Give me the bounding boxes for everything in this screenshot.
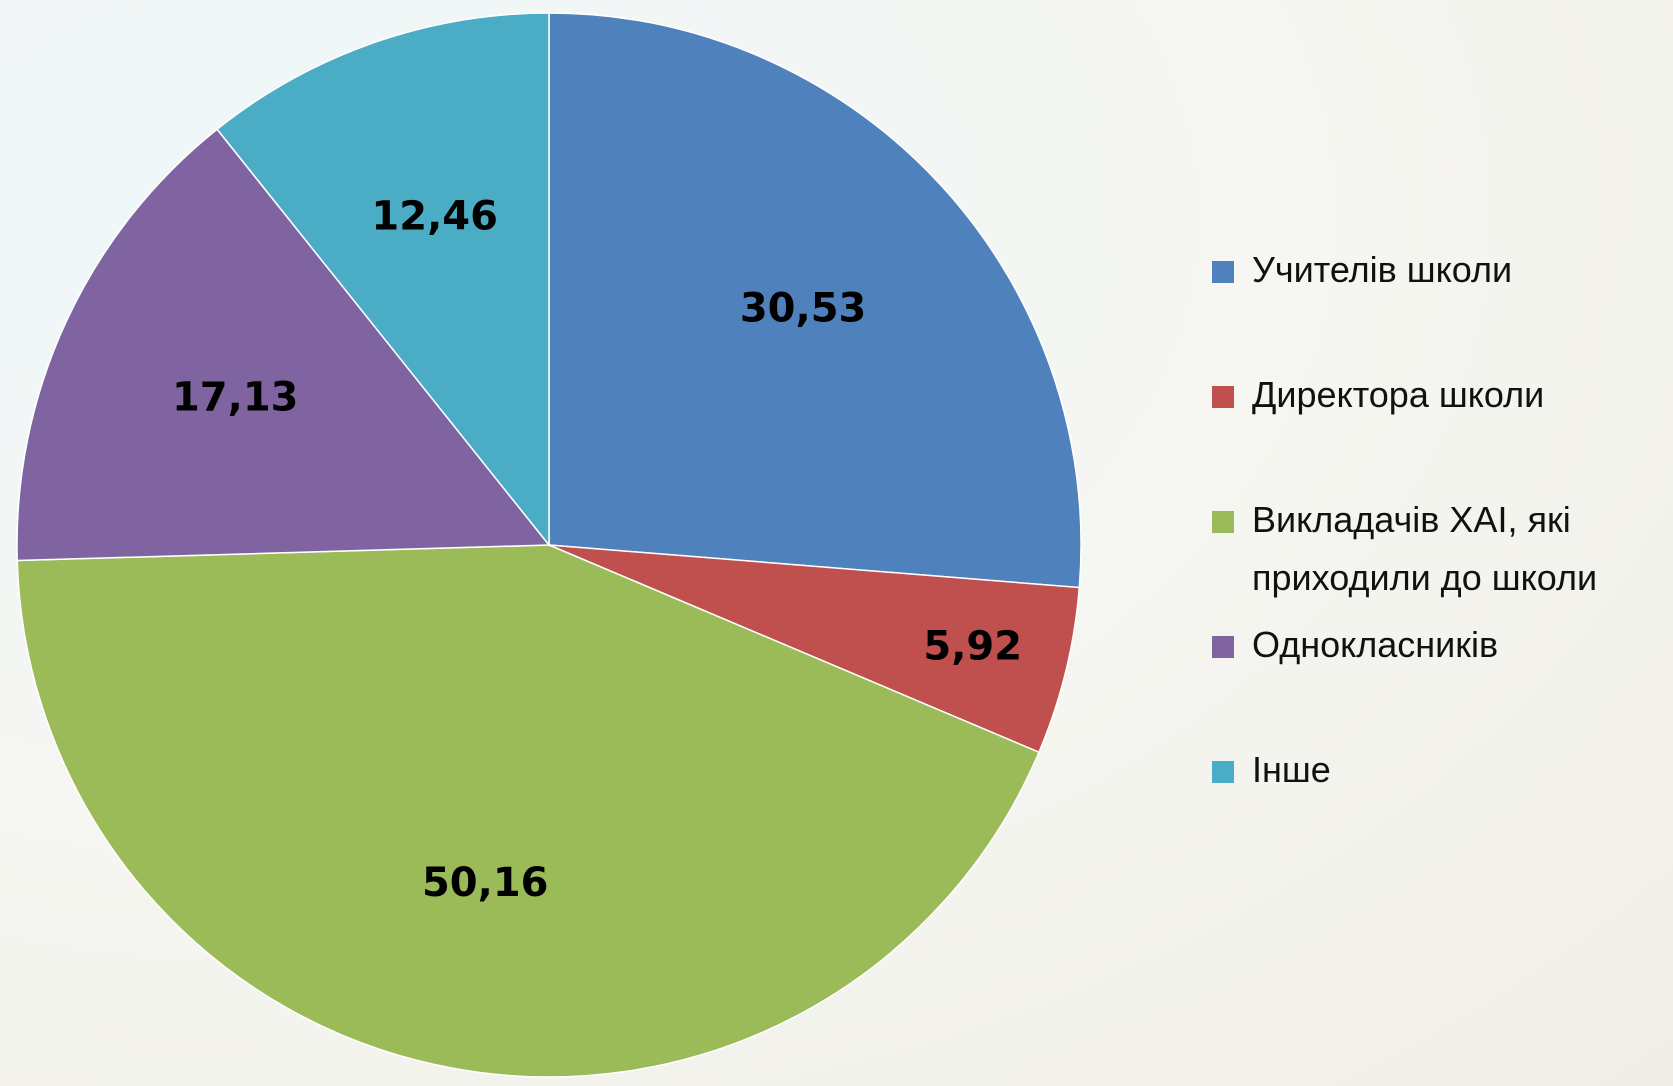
pie-slice bbox=[216, 12, 550, 548]
pie-slice bbox=[548, 12, 1082, 589]
legend-item: Однокласників bbox=[1212, 620, 1667, 745]
legend-label: Директора школи bbox=[1252, 374, 1545, 415]
data-label: 50,16 bbox=[422, 860, 549, 906]
legend-swatch bbox=[1212, 761, 1234, 783]
legend-item: Директора школи bbox=[1212, 370, 1667, 495]
legend-swatch bbox=[1212, 386, 1234, 408]
legend: Учителів школи Директора школи Викладачів … bbox=[1212, 245, 1667, 870]
legend-label: Викладачів ХАІ, які приходили до школи bbox=[1252, 499, 1598, 598]
pie-slice bbox=[16, 544, 1040, 1078]
legend-label: Учителів школи bbox=[1252, 249, 1513, 290]
legend-swatch bbox=[1212, 636, 1234, 658]
data-label: 30,53 bbox=[740, 285, 867, 331]
legend-item: Учителів школи bbox=[1212, 245, 1667, 370]
data-label: 17,13 bbox=[172, 375, 299, 421]
pie-slice bbox=[548, 544, 1081, 754]
legend-item: Інше bbox=[1212, 745, 1667, 870]
data-label: 12,46 bbox=[371, 194, 498, 240]
legend-label: Однокласників bbox=[1252, 624, 1499, 665]
legend-label: Інше bbox=[1252, 749, 1331, 790]
legend-swatch bbox=[1212, 261, 1234, 283]
legend-item: Викладачів ХАІ, які приходили до школи bbox=[1212, 495, 1667, 620]
legend-swatch bbox=[1212, 511, 1234, 533]
data-label: 5,92 bbox=[923, 624, 1022, 670]
pie-slice bbox=[16, 128, 551, 562]
